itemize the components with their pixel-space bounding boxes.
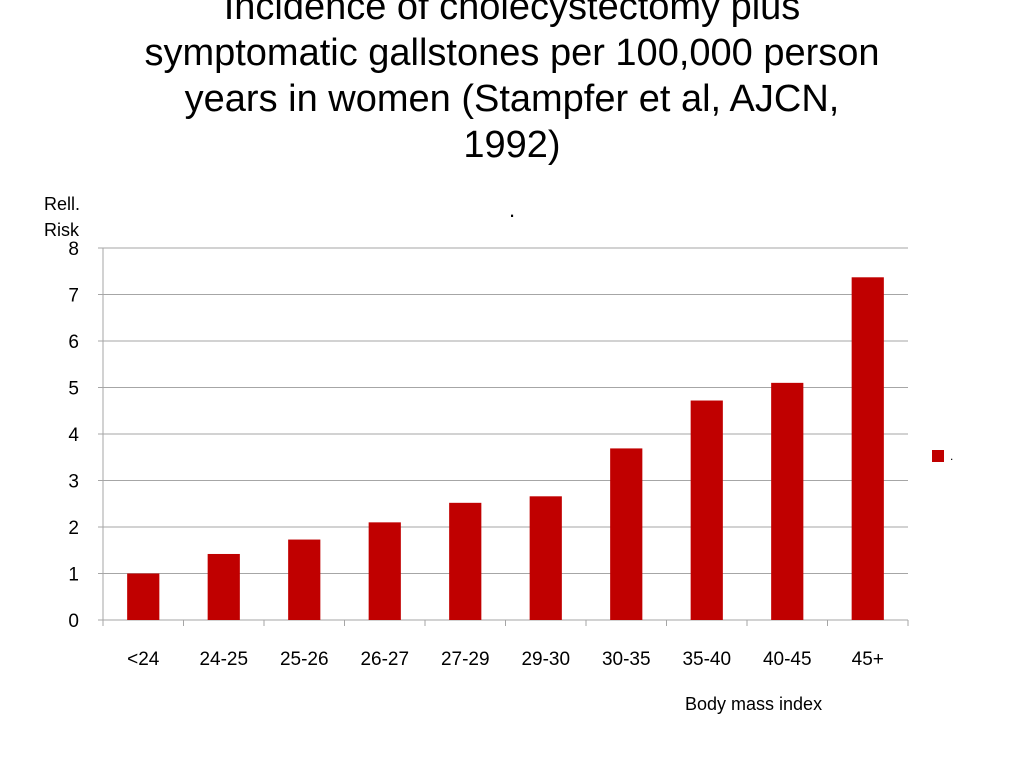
slide-title-line: 1992) [463,124,561,166]
bar [610,448,643,620]
y-tick-label: 4 [68,425,79,446]
y-tick-label: 1 [68,565,79,586]
y-tick-label: 8 [68,239,79,260]
legend-label: . [950,449,954,463]
x-tick-label: 25-26 [280,649,329,670]
slide-title-line: years in women (Stampfer et al, AJCN, [184,78,840,120]
x-tick-label: 24-25 [199,649,248,670]
bar [771,382,804,620]
x-tick-label: 40-45 [763,649,812,670]
slide-title-line: symptomatic gallstones per 100,000 perso… [144,32,880,74]
x-axis-title: Body mass index [685,694,823,714]
y-axis-title: Rell. Risk [44,194,81,240]
y-tick-label: 2 [68,518,79,539]
slide-title-line: Incidence of cholecystectomy plus [223,0,801,28]
bar [127,573,160,620]
x-tick-label: 30-35 [602,649,651,670]
bar [529,496,562,620]
y-tick-label: 3 [68,472,79,493]
y-tick-label: 7 [68,286,79,307]
bar [690,400,723,620]
y-tick-label: 6 [68,332,79,353]
chart-title: . [508,197,516,222]
y-tick-label: 5 [68,379,79,400]
y-tick-label: 0 [68,611,79,632]
bar [368,522,401,620]
x-tick-label: 29-30 [521,649,570,670]
legend-swatch [932,450,944,462]
bar [288,539,321,620]
bar [207,553,240,620]
bar [449,502,482,620]
bar [851,277,884,620]
x-tick-label: <24 [127,649,160,670]
legend: . [932,449,953,463]
x-tick-label: 26-27 [360,649,409,670]
slide-title: Incidence of cholecystectomy plus sympto… [30,0,994,168]
x-tick-label: 45+ [852,649,884,670]
x-tick-label: 35-40 [682,649,731,670]
x-tick-label: 27-29 [441,649,490,670]
